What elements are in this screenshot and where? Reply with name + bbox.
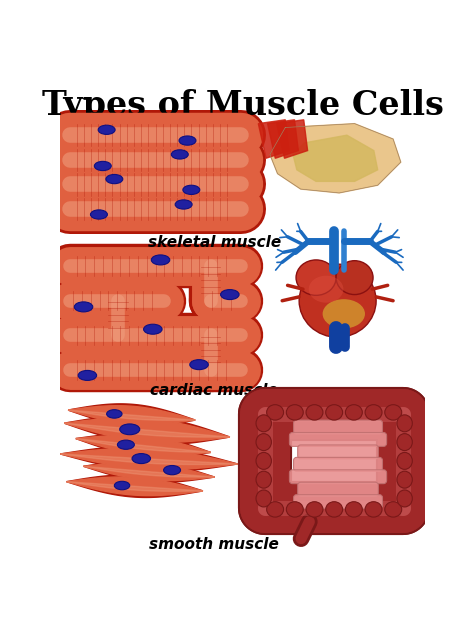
- Polygon shape: [293, 135, 378, 182]
- Ellipse shape: [336, 260, 373, 295]
- Polygon shape: [83, 461, 214, 482]
- Ellipse shape: [397, 453, 412, 470]
- Ellipse shape: [397, 490, 412, 507]
- Ellipse shape: [171, 150, 188, 159]
- Ellipse shape: [397, 415, 412, 432]
- Ellipse shape: [220, 290, 239, 300]
- FancyBboxPatch shape: [290, 433, 387, 446]
- Ellipse shape: [78, 371, 97, 381]
- FancyBboxPatch shape: [290, 470, 387, 484]
- Ellipse shape: [118, 440, 134, 449]
- FancyBboxPatch shape: [293, 495, 383, 508]
- Ellipse shape: [91, 210, 108, 219]
- Ellipse shape: [98, 125, 115, 135]
- Polygon shape: [64, 416, 230, 444]
- Polygon shape: [68, 410, 195, 420]
- FancyBboxPatch shape: [298, 482, 378, 496]
- Ellipse shape: [365, 501, 382, 517]
- Polygon shape: [76, 436, 210, 455]
- Ellipse shape: [346, 501, 362, 517]
- Ellipse shape: [190, 359, 208, 369]
- Ellipse shape: [120, 424, 140, 434]
- Ellipse shape: [267, 501, 283, 517]
- Ellipse shape: [179, 136, 196, 145]
- Polygon shape: [258, 120, 289, 158]
- Ellipse shape: [175, 200, 192, 209]
- Polygon shape: [64, 418, 230, 443]
- Ellipse shape: [94, 162, 111, 171]
- Text: cardiac muscle: cardiac muscle: [151, 383, 278, 398]
- Ellipse shape: [296, 260, 336, 295]
- Polygon shape: [76, 434, 210, 457]
- Polygon shape: [64, 423, 230, 437]
- FancyBboxPatch shape: [298, 445, 378, 459]
- Polygon shape: [66, 475, 203, 498]
- Polygon shape: [83, 463, 214, 481]
- Polygon shape: [66, 481, 203, 491]
- Polygon shape: [68, 404, 195, 426]
- Ellipse shape: [151, 255, 170, 265]
- Ellipse shape: [144, 324, 162, 334]
- Ellipse shape: [256, 490, 272, 507]
- Text: skeletal muscle: skeletal muscle: [148, 235, 281, 250]
- Ellipse shape: [106, 175, 123, 183]
- Polygon shape: [61, 448, 237, 470]
- Polygon shape: [66, 477, 203, 496]
- Ellipse shape: [256, 415, 272, 432]
- Ellipse shape: [114, 481, 130, 490]
- Ellipse shape: [299, 264, 376, 337]
- Ellipse shape: [132, 454, 151, 464]
- Text: smooth muscle: smooth muscle: [149, 537, 279, 552]
- Ellipse shape: [164, 466, 181, 475]
- Polygon shape: [270, 123, 401, 193]
- Ellipse shape: [306, 501, 323, 517]
- Ellipse shape: [256, 453, 272, 470]
- Text: Types of Muscle Cells: Types of Muscle Cells: [42, 89, 444, 122]
- Polygon shape: [68, 406, 195, 424]
- Polygon shape: [61, 454, 237, 464]
- Ellipse shape: [286, 501, 303, 517]
- Polygon shape: [83, 466, 214, 477]
- FancyBboxPatch shape: [293, 458, 383, 471]
- Polygon shape: [277, 120, 308, 158]
- Ellipse shape: [74, 302, 93, 312]
- Ellipse shape: [309, 275, 343, 302]
- Ellipse shape: [385, 404, 401, 420]
- Ellipse shape: [397, 434, 412, 451]
- Ellipse shape: [107, 409, 122, 418]
- Ellipse shape: [346, 404, 362, 420]
- Ellipse shape: [183, 185, 200, 195]
- Ellipse shape: [385, 501, 401, 517]
- Ellipse shape: [306, 404, 323, 420]
- Ellipse shape: [267, 404, 283, 420]
- Ellipse shape: [326, 404, 343, 420]
- Ellipse shape: [323, 299, 365, 329]
- Ellipse shape: [397, 471, 412, 488]
- Ellipse shape: [256, 434, 272, 451]
- Polygon shape: [76, 439, 210, 453]
- Ellipse shape: [256, 471, 272, 488]
- Polygon shape: [61, 446, 237, 471]
- Polygon shape: [267, 120, 298, 158]
- Ellipse shape: [365, 404, 382, 420]
- Ellipse shape: [326, 501, 343, 517]
- FancyBboxPatch shape: [293, 420, 383, 434]
- Ellipse shape: [286, 404, 303, 420]
